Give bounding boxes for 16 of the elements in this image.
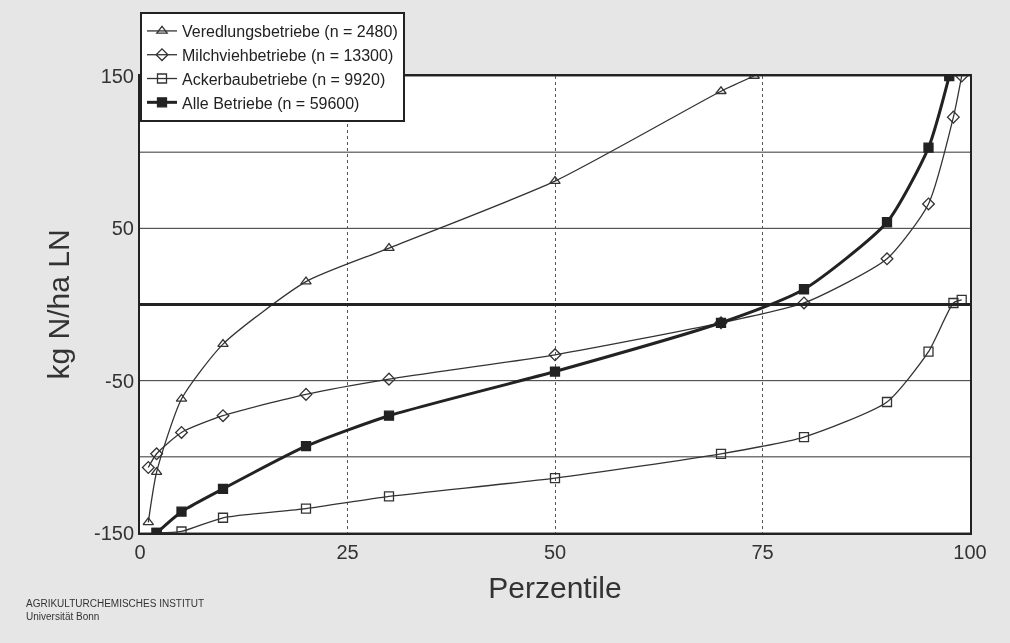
x-axis-title: Perzentile [488,571,622,604]
legend-label: Milchviehbetriebe (n = 13300) [182,46,394,64]
x-tick-label: 100 [953,541,987,563]
y-tick-label: -150 [93,522,134,544]
legend-label: Veredlungsbetriebe (n = 2480) [182,23,398,41]
y-tick-label: 150 [100,65,134,87]
legend-label: Ackerbaubetriebe (n = 9920) [182,70,386,88]
y-axis-title: kg N/ha LN [42,229,76,380]
legend-label: Alle Betriebe (n = 59600) [182,94,360,112]
x-tick-label: 75 [751,541,774,563]
text: AGRIKULTURCHEMISCHES INSTITUT Universität Bonn [26,598,205,622]
y-tick-label: -50 [105,369,134,392]
x-tick-label: 0 [134,541,146,563]
y-tick-label: 50 [111,217,134,240]
x-tick-label: 25 [336,541,359,563]
x-tick-label: 50 [543,541,567,563]
